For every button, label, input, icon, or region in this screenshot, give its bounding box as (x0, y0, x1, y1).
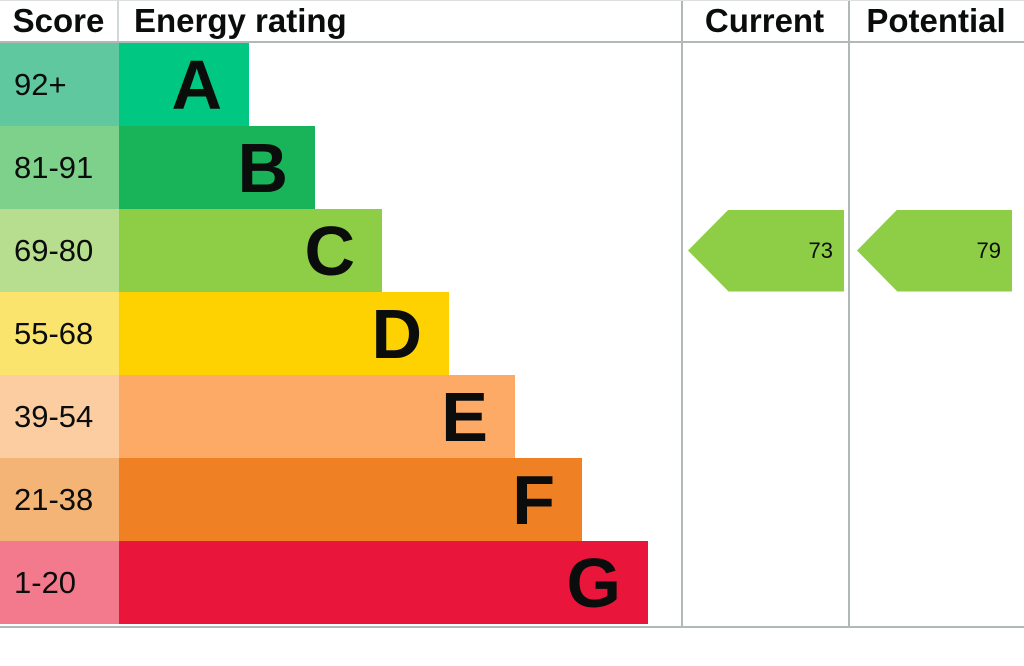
band-row-d: 55-68 D (0, 292, 1024, 375)
band-bar-b: B (119, 126, 315, 209)
current-column-divider (681, 1, 683, 628)
chart-header-row: Score Energy rating Current Potential (0, 1, 1024, 43)
score-range-a: 92+ (0, 43, 119, 126)
potential-rating-value: 79 (976, 237, 1001, 263)
band-row-c: 69-80 C (0, 209, 1024, 292)
score-range-d: 55-68 (0, 292, 119, 375)
score-range-e: 39-54 (0, 375, 119, 458)
band-bar-d: D (119, 292, 449, 375)
band-row-f: 21-38 F (0, 458, 1024, 541)
band-row-a: 92+ A (0, 43, 1024, 126)
band-bar-e: E (119, 375, 515, 458)
band-bar-g: G (119, 541, 648, 624)
band-bar-f: F (119, 458, 582, 541)
band-bar-a: A (119, 43, 249, 126)
rating-bands: 92+ A 81-91 B 69-80 C 55-68 D 39-54 E 21… (0, 43, 1024, 624)
band-bar-c: C (119, 209, 382, 292)
score-column-header: Score (0, 1, 119, 41)
energy-rating-column-header: Energy rating (134, 2, 347, 39)
band-row-g: 1-20 G (0, 541, 1024, 624)
band-row-b: 81-91 B (0, 126, 1024, 209)
score-range-f: 21-38 (0, 458, 119, 541)
band-row-e: 39-54 E (0, 375, 1024, 458)
chart-bottom-border (0, 626, 1024, 628)
current-rating-value: 73 (808, 237, 833, 263)
score-range-c: 69-80 (0, 209, 119, 292)
potential-column-header: Potential (866, 2, 1006, 39)
score-range-g: 1-20 (0, 541, 119, 624)
current-column-header: Current (704, 2, 825, 39)
score-range-b: 81-91 (0, 126, 119, 209)
potential-column-divider (848, 1, 850, 628)
